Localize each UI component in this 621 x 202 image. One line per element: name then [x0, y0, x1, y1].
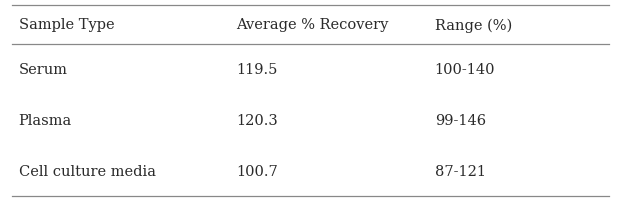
Text: 100.7: 100.7 — [236, 164, 278, 178]
Text: 120.3: 120.3 — [236, 113, 278, 127]
Text: Cell culture media: Cell culture media — [19, 164, 156, 178]
Text: Serum: Serum — [19, 63, 68, 77]
Text: 119.5: 119.5 — [236, 63, 278, 77]
Text: 100-140: 100-140 — [435, 63, 495, 77]
Text: Range (%): Range (%) — [435, 18, 512, 32]
Text: Sample Type: Sample Type — [19, 18, 114, 32]
Text: Average % Recovery: Average % Recovery — [236, 18, 388, 32]
Text: Plasma: Plasma — [19, 113, 72, 127]
Text: 99-146: 99-146 — [435, 113, 486, 127]
Text: 87-121: 87-121 — [435, 164, 486, 178]
